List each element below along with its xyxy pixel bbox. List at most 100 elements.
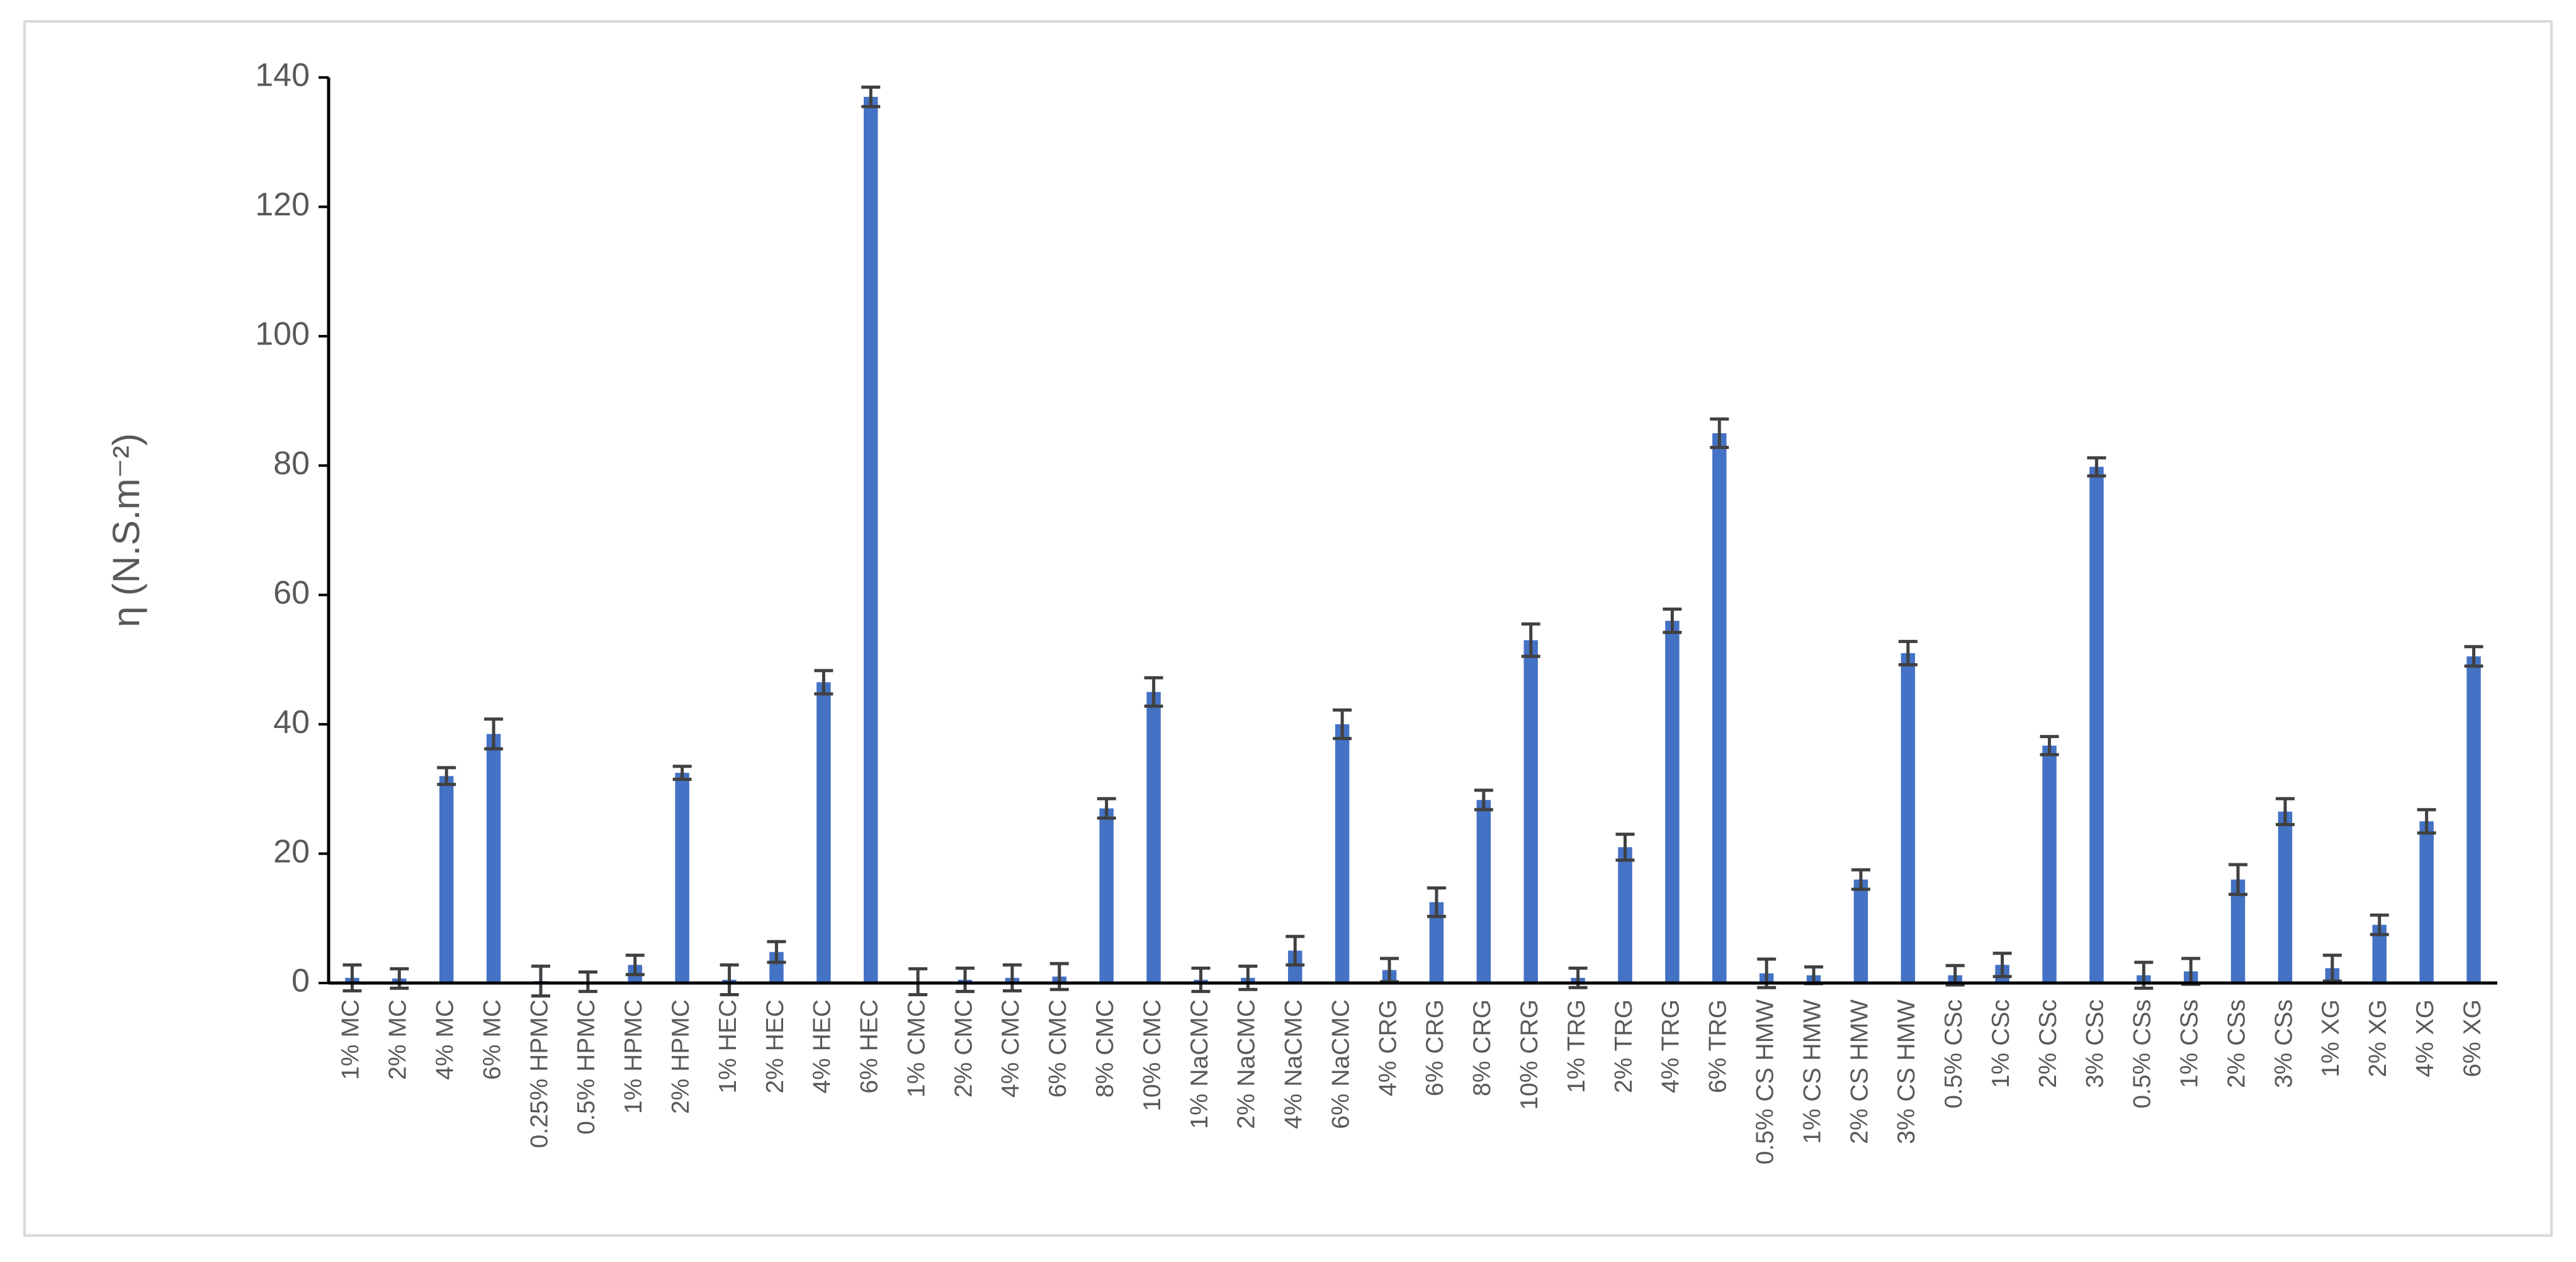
error-bar <box>1992 952 2012 979</box>
error-bar <box>484 717 504 751</box>
x-tick-label: 1% NaCMC <box>1186 999 1213 1129</box>
y-tick-label: 140 <box>255 57 310 94</box>
x-tick-label: 2% HEC <box>762 999 789 1094</box>
x-tick-label: 1% TRG <box>1563 999 1590 1093</box>
error-bar <box>1285 935 1305 967</box>
x-tick-label: 1% CSc <box>1987 999 2014 1088</box>
bar <box>2466 656 2481 983</box>
x-tick-label: 4% XG <box>2412 999 2439 1077</box>
error-bar <box>767 940 786 964</box>
error-bar <box>720 963 739 996</box>
x-tick-label: 6% TRG <box>1705 999 1732 1093</box>
bar <box>2372 924 2387 983</box>
y-tick-label: 0 <box>291 963 310 999</box>
x-tick-label: 1% MC <box>337 999 364 1080</box>
y-tick-label: 80 <box>273 445 310 482</box>
error-bar <box>1426 886 1446 918</box>
error-bar <box>1898 640 1918 667</box>
y-tick-label: 60 <box>273 574 310 611</box>
error-bar <box>956 966 975 993</box>
error-bar <box>861 85 881 108</box>
error-bar <box>1851 868 1870 891</box>
x-tick-label: 6% CMC <box>1044 999 1071 1098</box>
error-bar <box>1002 963 1022 992</box>
error-bar <box>1474 788 1493 812</box>
chart-border <box>23 20 2553 1237</box>
bar <box>816 682 831 983</box>
error-bar <box>2417 808 2436 835</box>
bar <box>2042 746 2057 983</box>
y-tick-label: 120 <box>255 186 310 223</box>
x-tick-label: 4% TRG <box>1658 999 1685 1093</box>
bar <box>1335 724 1350 983</box>
error-bar <box>2322 953 2342 983</box>
error-bar <box>390 967 409 990</box>
x-tick-label: 6% HEC <box>856 999 883 1094</box>
bar <box>439 776 454 983</box>
x-tick-label: 1% HPMC <box>620 999 647 1114</box>
error-bar <box>1049 962 1069 991</box>
x-tick-label: 6% XG <box>2459 999 2486 1077</box>
bar <box>2230 879 2246 983</box>
x-tick-label: 3% CS HMW <box>1893 999 1920 1144</box>
bar <box>1288 950 1302 983</box>
x-tick-label: 1% HEC <box>715 999 742 1094</box>
x-tick-label: 10% CMC <box>1139 999 1166 1111</box>
x-tick-label: 6% NaCMC <box>1327 999 1354 1129</box>
x-tick-label: 2% CSs <box>2223 999 2250 1088</box>
bar <box>1665 620 1680 983</box>
error-bar <box>1097 797 1116 820</box>
x-tick-label: 8% CRG <box>1469 999 1496 1096</box>
x-tick-label: 8% CMC <box>1092 999 1119 1098</box>
error-bar <box>1333 708 1352 741</box>
error-bar <box>672 765 692 781</box>
x-tick-label: 1% XG <box>2317 999 2344 1077</box>
x-tick-label: 3% CSc <box>2082 999 2109 1088</box>
bar <box>1712 433 1727 983</box>
bar <box>1901 653 1916 983</box>
bar <box>1429 902 1444 983</box>
error-bar <box>1144 676 1163 708</box>
y-tick-label: 100 <box>255 316 310 353</box>
error-bar <box>2040 735 2059 756</box>
x-tick-label: 2% TRG <box>1610 999 1637 1093</box>
x-tick-label: 4% MC <box>432 999 459 1080</box>
x-tick-label: 6% CRG <box>1421 999 1449 1096</box>
bar <box>769 952 784 983</box>
bar <box>2419 821 2434 983</box>
x-tick-label: 2% HPMC <box>667 999 694 1114</box>
error-bar <box>1521 622 1540 658</box>
x-tick-label: 10% CRG <box>1516 999 1543 1110</box>
x-tick-label: 2% CMC <box>950 999 977 1098</box>
error-bar <box>814 669 833 696</box>
x-tick-label: 0.25% HPMC <box>526 999 553 1148</box>
x-tick-label: 3% CSs <box>2270 999 2297 1088</box>
error-bar <box>437 766 456 787</box>
bar <box>1476 800 1491 983</box>
error-bar <box>342 963 362 992</box>
bar <box>864 96 878 983</box>
x-tick-label: 2% CS HMW <box>1846 999 1873 1144</box>
x-tick-label: 6% MC <box>478 999 506 1080</box>
x-tick-label: 4% CRG <box>1374 999 1401 1096</box>
x-tick-label: 0.5% HPMC <box>573 999 600 1135</box>
x-tick-label: 0.5% CS HMW <box>1751 999 1778 1164</box>
x-tick-label: 2% CSc <box>2035 999 2062 1088</box>
x-tick-label: 4% CMC <box>997 999 1024 1098</box>
error-bar <box>531 964 551 998</box>
error-bar <box>2229 863 2248 896</box>
y-axis-label: η (N.S.m⁻²) <box>105 433 147 627</box>
bar <box>486 734 501 983</box>
error-bar <box>2370 913 2389 936</box>
error-bar <box>1615 833 1635 862</box>
x-tick-label: 2% XG <box>2364 999 2392 1077</box>
error-bar <box>2464 645 2483 668</box>
y-tick-label: 20 <box>273 833 310 870</box>
x-tick-label: 4% NaCMC <box>1280 999 1308 1129</box>
error-bar <box>1191 966 1211 993</box>
y-tick-label: 40 <box>273 704 310 741</box>
error-bar <box>2275 797 2295 826</box>
bar <box>2278 811 2293 983</box>
